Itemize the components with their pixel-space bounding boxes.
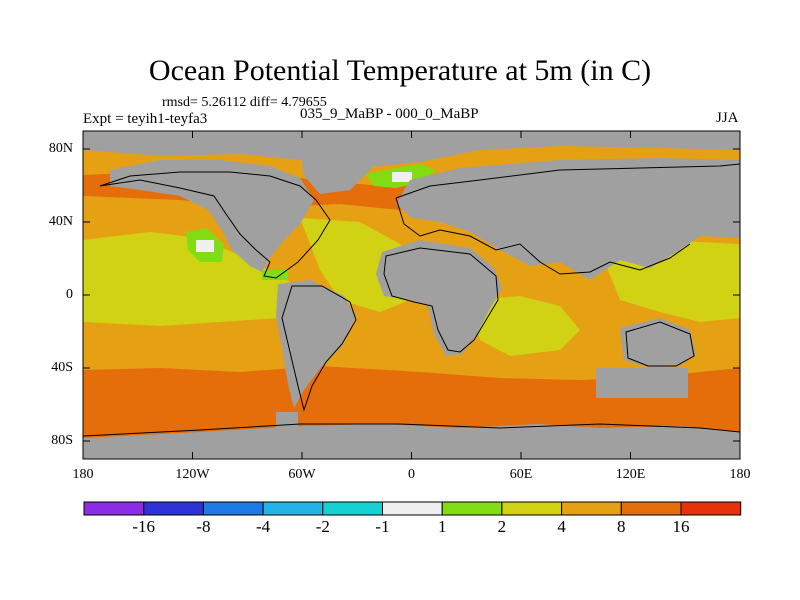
colorbar-label: 4 xyxy=(557,517,566,536)
coastline-south-america xyxy=(281,285,357,412)
lon-label-60w: 60W xyxy=(288,467,316,482)
colorbar-swatch xyxy=(501,501,563,516)
lat-label-80n: 80N xyxy=(48,141,73,156)
lat-label-80s: 80S xyxy=(51,433,73,448)
green-anomaly-gulf xyxy=(262,270,288,280)
colorbar-label: 2 xyxy=(497,517,507,536)
coastline-antarctica xyxy=(83,423,740,437)
lon-label-0: 0 xyxy=(408,467,415,482)
rmsd-diff-stats: rmsd= 5.26112 diff= 4.79655 xyxy=(162,95,327,110)
colorbar-label: -1 xyxy=(375,517,390,536)
lon-label-120w: 120W xyxy=(175,467,210,482)
white-anomaly-sw xyxy=(196,240,214,252)
colorbar-swatch xyxy=(680,501,742,516)
indian-tropical-zone xyxy=(470,296,580,356)
colorbar-swatch xyxy=(262,501,324,516)
eurasia-land xyxy=(396,158,740,280)
colorbar-label: -8 xyxy=(196,517,211,536)
colorbar-label: -2 xyxy=(315,517,330,536)
colorbar xyxy=(83,501,742,516)
lon-label-180w: 180 xyxy=(72,467,94,482)
axis-ticks xyxy=(82,131,741,459)
colorbar-swatch xyxy=(322,501,383,516)
colorbar-label: 16 xyxy=(672,517,690,536)
period-label: 035_9_MaBP - 000_0_MaBP xyxy=(300,106,479,122)
greenland-land xyxy=(300,150,372,194)
colorbar-swatch xyxy=(441,501,503,516)
pacific-tropical-zone xyxy=(83,232,300,326)
map-field xyxy=(83,131,740,459)
colorbar-label: -4 xyxy=(256,517,271,536)
lon-label-180e: 180 xyxy=(729,467,751,482)
coastline-north-america xyxy=(99,171,331,279)
lat-label-40s: 40S xyxy=(51,360,73,375)
coastline-africa xyxy=(383,247,499,353)
colorbar-label: 1 xyxy=(437,517,447,536)
africa-land xyxy=(376,240,502,356)
colorbar-swatch xyxy=(561,501,622,516)
colorbar-swatch xyxy=(202,501,264,516)
colorbar-swatch xyxy=(143,501,204,516)
north-america-land xyxy=(110,160,314,272)
plot-title: Ocean Potential Temperature at 5m (in C) xyxy=(148,54,652,87)
australia-land xyxy=(620,318,696,368)
south-indian-land xyxy=(596,368,688,398)
colorbar-label: -16 xyxy=(132,517,156,536)
experiment-label: Expt = teyih1-teyfa3 xyxy=(83,111,208,127)
lat-label-40n: 40N xyxy=(48,214,73,229)
lat-label-0: 0 xyxy=(66,287,73,302)
lon-label-120e: 120E xyxy=(615,467,646,482)
coastline-eurasia-africa xyxy=(395,163,740,275)
colorbar-swatch xyxy=(382,501,443,516)
arctic-land xyxy=(83,131,740,168)
white-anomaly-ne xyxy=(392,172,412,182)
modern-coastlines xyxy=(83,163,740,437)
season-label: JJA xyxy=(716,110,739,126)
coastline-australia xyxy=(625,321,695,367)
southern-warm-band xyxy=(83,366,740,438)
colorbar-swatch xyxy=(620,501,682,516)
colorbar-label: 8 xyxy=(617,517,626,536)
lon-label-60e: 60E xyxy=(509,467,533,482)
colorbar-swatch xyxy=(83,501,145,516)
antarctica-land xyxy=(83,424,740,459)
